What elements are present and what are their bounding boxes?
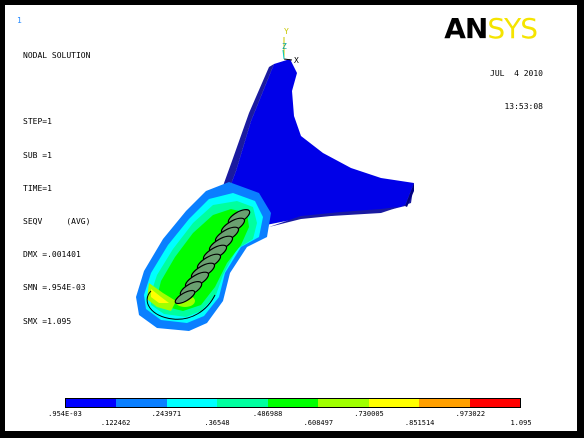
logo-part-sys: SYS xyxy=(487,12,538,45)
legend-label: .486988 xyxy=(252,410,283,418)
legend-label: .243971 xyxy=(151,410,182,418)
legend-label: .954E-03 xyxy=(48,410,82,418)
graphics-window[interactable]: 1 NODAL SOLUTION STEP=1 SUB =1 TIME=1 SE… xyxy=(4,4,578,432)
info-line: TIME=1 xyxy=(23,183,52,193)
logo-part-an: AN xyxy=(444,12,488,45)
legend-swatch xyxy=(368,399,420,407)
date-text: JUL 4 2010 xyxy=(490,69,543,78)
window-number: 1 xyxy=(17,16,22,25)
screw-threads xyxy=(174,209,251,305)
info-line: SMX =1.095 xyxy=(23,316,72,326)
legend-swatch xyxy=(318,399,369,407)
legend-swatch xyxy=(166,399,218,407)
legend-label: 1.095 xyxy=(510,419,532,427)
legend-swatch xyxy=(116,399,167,407)
axis-triad: Y Z X xyxy=(282,27,299,65)
legend-label: .851514 xyxy=(404,419,435,427)
legend-label: .973022 xyxy=(455,410,486,418)
legend-color-bar xyxy=(65,398,521,408)
axis-label-z: Z xyxy=(282,42,287,51)
fea-model-viewport[interactable]: Y Z X xyxy=(5,5,577,431)
info-line: DMX =.001401 xyxy=(23,250,81,260)
legend-label: .730005 xyxy=(354,410,384,418)
legend-swatch xyxy=(469,399,520,407)
info-line: STEP=1 xyxy=(23,117,52,127)
axis-label-y: Y xyxy=(284,27,289,36)
contour-legend: .954E-03 .122462 .243971 .36548 .486988 .6084… xyxy=(48,398,532,438)
legend-label: .36548 xyxy=(204,419,230,427)
legend-swatch xyxy=(267,399,319,407)
legend-label: .608497 xyxy=(303,419,334,427)
info-line: SUB =1 xyxy=(23,150,52,160)
nodal-solution-info: NODAL SOLUTION STEP=1 SUB =1 TIME=1 SEQV… xyxy=(23,28,90,349)
info-line: SMN =.954E-03 xyxy=(23,283,86,293)
legend-swatch xyxy=(66,399,117,407)
ansys-logo: ANSYS xyxy=(444,12,538,45)
legend-label: .122462 xyxy=(100,419,131,427)
info-line: NODAL SOLUTION xyxy=(23,51,91,60)
timestamp: JUL 4 2010 13:53:08 xyxy=(490,46,543,134)
legend-swatch xyxy=(217,399,268,407)
time-text: 13:53:08 xyxy=(504,102,543,111)
info-line: SEQV (AVG) xyxy=(23,216,91,226)
axis-label-x: X xyxy=(294,56,299,65)
legend-swatch xyxy=(419,399,470,407)
